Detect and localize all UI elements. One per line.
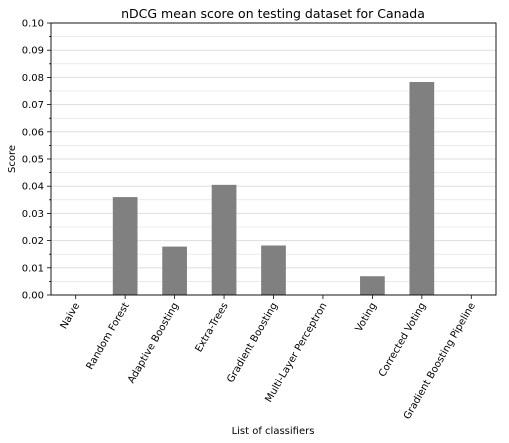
y-tick-label: 0.00: [22, 291, 44, 302]
x-tick-label: Extra-Trees: [194, 301, 231, 354]
y-tick-label: 0.07: [22, 100, 44, 111]
x-axis-label: List of classifiers: [232, 426, 315, 437]
axes: [47, 22, 497, 299]
y-tick-label: 0.10: [22, 19, 44, 30]
x-tick-label: Gradient Boosting: [225, 301, 280, 385]
y-tick-label: 0.03: [22, 209, 44, 220]
bar: [360, 276, 385, 295]
x-tick-label: Corrected Voting: [377, 301, 428, 379]
y-tick-label: 0.05: [22, 155, 44, 166]
bar: [162, 246, 187, 295]
x-tick-label: Voting: [354, 301, 379, 334]
bar: [112, 197, 138, 295]
bar: [409, 82, 435, 295]
bars: [112, 82, 435, 295]
x-tick-label: Adaptive Boosting: [126, 301, 181, 385]
x-tick-label: Naive: [59, 301, 83, 331]
chart-title: nDCG mean score on testing dataset for C…: [121, 6, 425, 21]
y-tick-label: 0.04: [22, 182, 44, 193]
y-tick-label: 0.08: [22, 73, 44, 84]
y-tick-label: 0.06: [22, 127, 44, 138]
bar: [261, 245, 286, 295]
y-tick-label: 0.09: [22, 46, 44, 57]
y-tick-label: 0.02: [22, 236, 44, 247]
bar: [211, 184, 237, 295]
y-tick-labels: 0.00 0.01 0.02 0.03 0.04 0.05 0.06 0.07 0.08 0.09…: [22, 19, 44, 302]
plot-frame: [50, 22, 497, 296]
y-tick-label: 0.01: [22, 263, 44, 274]
y-axis-label: Score: [7, 145, 18, 173]
x-tick-label: Random Forest: [85, 301, 132, 372]
